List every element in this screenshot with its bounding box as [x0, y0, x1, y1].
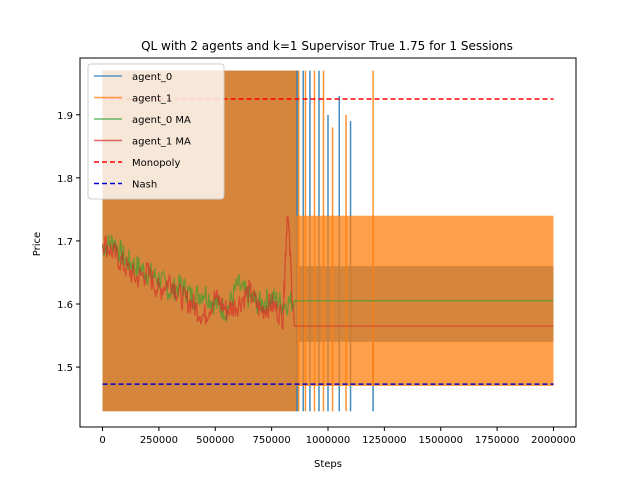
legend-label-agent-0-ma: agent_0 MA [132, 115, 191, 126]
plot-area [101, 70, 554, 412]
y-tick-label: 1.6 [57, 300, 73, 311]
x-tick-label: 250000 [140, 435, 178, 446]
x-axis-label: Steps [314, 459, 342, 470]
legend-label-agent-1: agent_1 [132, 94, 172, 105]
legend-label-nash: Nash [132, 180, 157, 191]
x-tick-label: 1750000 [475, 435, 520, 446]
y-tick-label: 1.9 [57, 111, 73, 122]
y-tick-label: 1.7 [57, 237, 73, 248]
chart-title: QL with 2 agents and k=1 Supervisor True… [141, 39, 513, 53]
y-tick-label: 1.8 [57, 174, 73, 185]
x-tick-label: 750000 [253, 435, 291, 446]
y-tick-label: 1.5 [57, 363, 73, 374]
x-tick-label: 2000000 [531, 435, 576, 446]
x-tick-label: 0 [99, 435, 105, 446]
x-tick-label: 1250000 [362, 435, 407, 446]
axes: 0 250000 500000 750000 1000000 1250000 1500000… [57, 57, 577, 446]
agent-0-ma-line [101, 234, 554, 323]
legend: agent_0 agent_1 agent_0 MA agent_1 MA Monopo… [87, 63, 225, 200]
legend-label-monopoly: Monopoly [132, 158, 180, 169]
y-axis-label: Price [32, 232, 43, 256]
legend-label-agent-1-ma: agent_1 MA [132, 137, 191, 148]
x-tick-label: 1500000 [418, 435, 463, 446]
x-tick-label: 500000 [196, 435, 234, 446]
legend-label-agent-0: agent_0 [132, 72, 172, 83]
x-tick-label: 1000000 [306, 435, 351, 446]
agent-1-ma-line [101, 216, 554, 331]
